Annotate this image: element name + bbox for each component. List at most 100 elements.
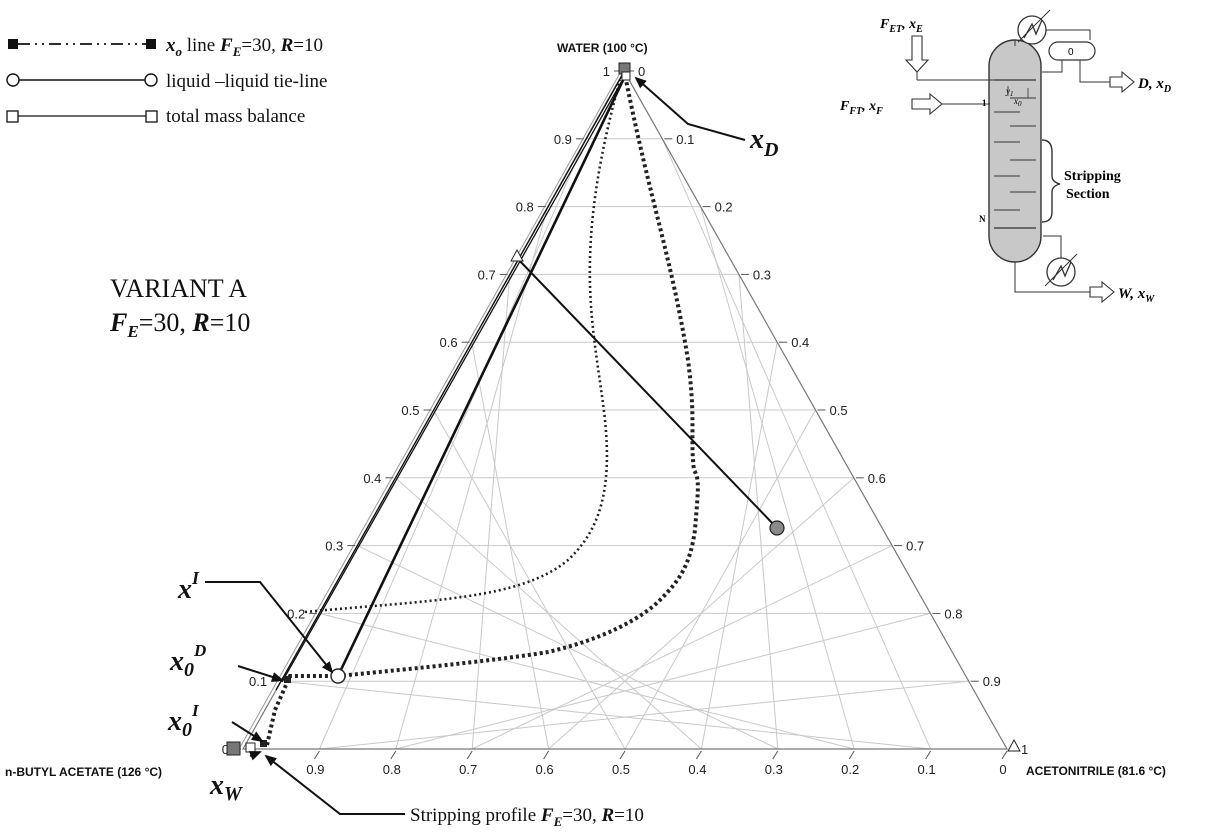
grid-line <box>700 342 778 750</box>
grid-line <box>395 477 702 750</box>
tick-label-right: 0.4 <box>791 335 809 350</box>
tick-label-left: 0 <box>222 742 229 757</box>
marker-triangle-left <box>510 248 524 262</box>
grid-lines <box>281 138 969 750</box>
tick-label-left: 0.2 <box>287 606 305 621</box>
marker-xw <box>245 742 256 753</box>
tick-label-right: 0.8 <box>944 606 962 621</box>
marker-triangle-right <box>1007 738 1021 752</box>
tick-label-left: 0.7 <box>478 267 496 282</box>
tick-label-left: 1 <box>603 64 610 79</box>
label-x0i: x0I <box>167 701 200 741</box>
tick-label-bottom: 0.7 <box>459 762 477 777</box>
grid-line <box>357 545 779 750</box>
fet-arrow <box>904 35 930 73</box>
tick-label-bottom: 0 <box>999 762 1006 777</box>
tick-label-right: 0 <box>638 64 645 79</box>
arrow-stripping <box>264 754 405 815</box>
grid-line <box>700 206 855 750</box>
label-fet: FET, xE <box>879 17 923 35</box>
grid-line <box>624 409 816 750</box>
operating-line <box>336 73 628 677</box>
arrow-xd <box>634 76 746 141</box>
tick-label-left: 0.4 <box>363 471 381 486</box>
label-stage-1: 1 <box>982 98 987 108</box>
svg-text:liquid –liquid tie-line: liquid –liquid tie-line <box>166 71 327 92</box>
grid-line <box>661 138 932 750</box>
tick-label-left: 0.6 <box>440 335 458 350</box>
stripping-caption: Stripping profile FE=30, R=10 <box>410 805 644 829</box>
arrow-xi <box>205 581 334 674</box>
arrow-x0i <box>231 721 264 743</box>
tick-label-right: 0.9 <box>983 674 1001 689</box>
label-stripping-section: Stripping Section <box>1064 169 1121 202</box>
tick-label-left: 0.1 <box>249 674 267 689</box>
marker-acetonitrile-rich <box>769 520 785 536</box>
tick-label-right: 0.7 <box>906 539 924 554</box>
vertex-label-acetonitrile: ACETONITRILE (81.6 °C) <box>1026 764 1166 778</box>
tick-label-bottom: 0.1 <box>918 762 936 777</box>
label-xd: xD <box>749 124 778 161</box>
marker-butyl-vertex <box>226 741 241 756</box>
label-x0: x0 <box>1013 96 1022 108</box>
mass-balance-line-b <box>275 71 625 691</box>
tick-label-bottom: 0.5 <box>612 762 630 777</box>
label-fft: FFT, xF <box>839 99 883 117</box>
tick-label-right: 0.3 <box>753 267 771 282</box>
label-w: W, xW <box>1118 286 1155 305</box>
marker-xi <box>330 668 346 684</box>
vertex-label-butyl-acetate: n-BUTYL ACETATE (126 °C) <box>5 765 162 779</box>
grid-line <box>319 612 855 750</box>
tick-label-bottom: 0.6 <box>536 762 554 777</box>
svg-text:xo line FE=30, R=10: xo line FE=30, R=10 <box>165 35 323 59</box>
stripping-profile-thin-dotted <box>304 79 622 614</box>
fft-arrow <box>911 92 943 116</box>
grid-line <box>738 274 779 750</box>
triangle-border-inner <box>238 72 621 750</box>
label-xi: xI <box>177 568 200 605</box>
stripping-section-brace <box>1041 139 1061 223</box>
tick-label-left: 0.9 <box>554 132 572 147</box>
d-arrow <box>1109 70 1135 94</box>
arrow-xw <box>248 751 262 761</box>
tick-label-bottom: 0.2 <box>841 762 859 777</box>
label-stage-n: N <box>979 214 986 224</box>
svg-text:0: 0 <box>1068 47 1074 58</box>
w-arrow <box>1089 280 1115 304</box>
variant-title: VARIANT A <box>110 274 247 303</box>
column-body <box>988 39 1042 263</box>
legend-item-xo-line: xo line FE=30, R=10 <box>8 35 323 59</box>
label-d: D, xD <box>1137 76 1171 95</box>
variant-params: FE=30, R=10 <box>109 308 250 341</box>
grid-line <box>281 680 931 750</box>
tick-labels: 1 0.9 0.8 0.7 0.6 0.5 0.4 0.3 0.2 0.1 0 0 0.1 0.2 0.3 0… <box>222 64 1028 777</box>
tie-line <box>515 256 778 529</box>
label-xw: xW <box>209 770 243 805</box>
marker-xd <box>621 71 631 81</box>
tick-label-right: 1 <box>1021 742 1028 757</box>
mass-balance-line-a <box>281 71 628 683</box>
tick-label-right: 0.1 <box>676 132 694 147</box>
tick-label-right: 0.5 <box>830 403 848 418</box>
legend: xo line FE=30, R=10 liquid –liquid tie-l… <box>6 35 327 127</box>
vertex-label-water: WATER (100 °C) <box>557 41 648 55</box>
grid-line <box>433 409 626 750</box>
tick-label-bottom: 0.9 <box>306 762 324 777</box>
svg-text:total mass balance: total mass balance <box>166 106 305 127</box>
marker-x0i <box>260 740 267 747</box>
tick-label-right: 0.6 <box>868 471 886 486</box>
legend-item-mass-balance: total mass balance <box>6 106 305 127</box>
stripping-profile-thick-dotted <box>265 79 700 746</box>
tick-label-left: 0.3 <box>325 539 343 554</box>
legend-item-tie-line: liquid –liquid tie-line <box>6 71 327 92</box>
tick-label-bottom: 0.4 <box>688 762 706 777</box>
tick-label-bottom: 0.8 <box>383 762 401 777</box>
tick-label-left: 0.5 <box>401 403 419 418</box>
marker-x0d <box>284 676 291 683</box>
column-schematic: 0 FET, xE FFT, xF D, xD W, xW Stripping S… <box>839 9 1171 305</box>
tick-label-right: 0.2 <box>715 200 733 215</box>
label-x0d: x0D <box>169 641 206 681</box>
reflux-drum <box>1048 41 1096 61</box>
